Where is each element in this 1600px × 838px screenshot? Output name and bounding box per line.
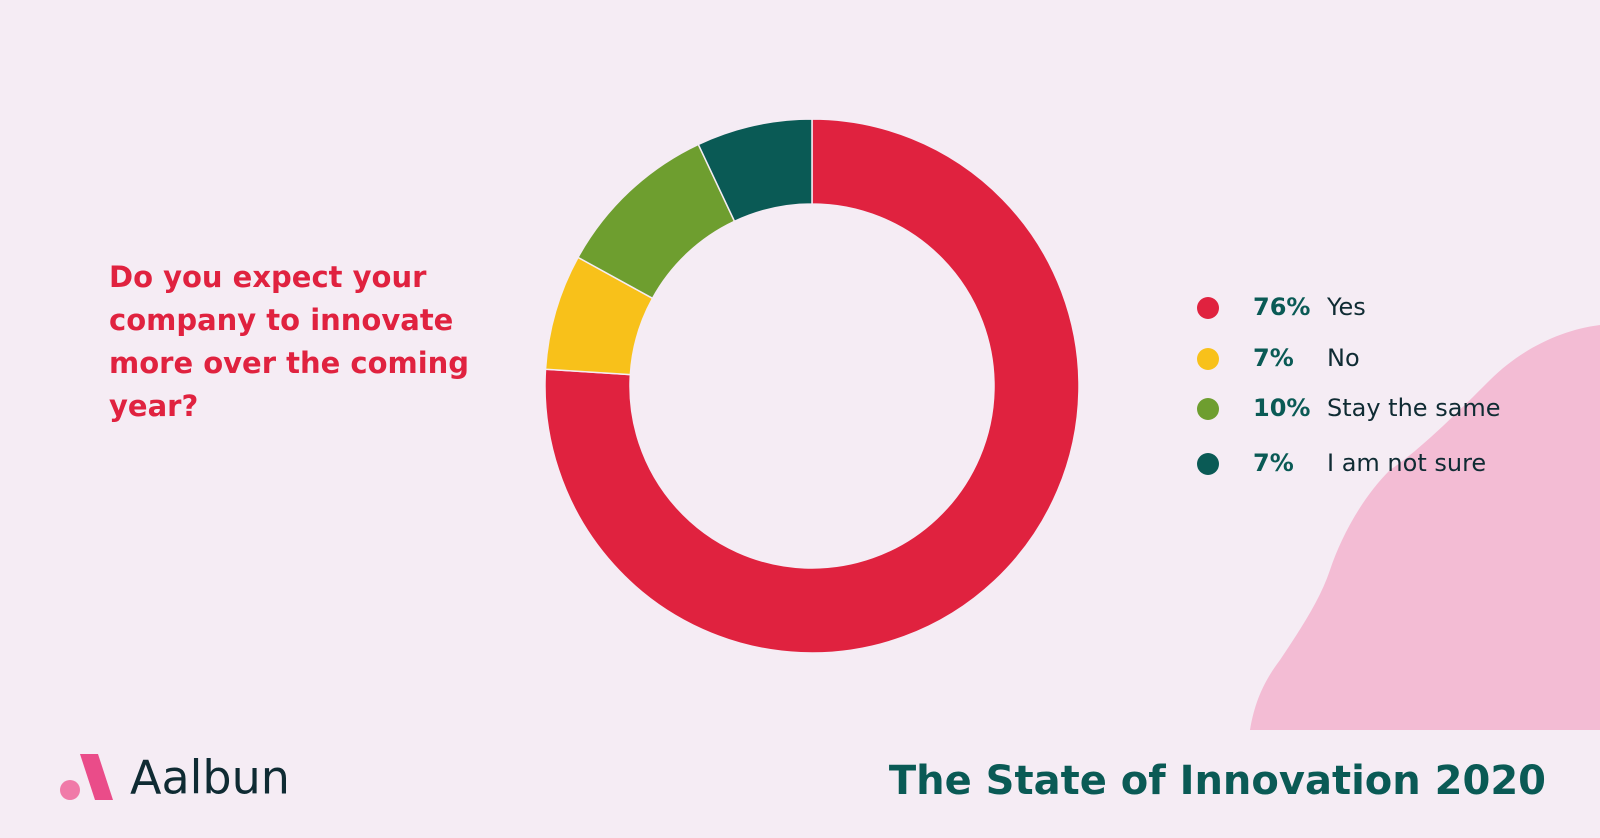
chart-title: Do you expect your company to innovate m…	[109, 260, 470, 423]
logo-dot	[60, 780, 80, 800]
brand: Aalbun	[130, 751, 290, 805]
logo-triangle	[80, 754, 113, 800]
legend-swatch	[1197, 453, 1219, 475]
slice	[697, 118, 813, 223]
legend-value: 7%	[1253, 344, 1294, 372]
legend-label: Yes	[1326, 293, 1366, 321]
legend-swatch	[1197, 348, 1219, 370]
legend-value: 7%	[1253, 449, 1294, 477]
report-title: The State of Innovation 2020	[889, 758, 1546, 804]
legend-label: No	[1327, 344, 1360, 372]
decorative-splotch	[1250, 325, 1600, 730]
legend-label: I am not sure	[1327, 449, 1486, 477]
legend-swatch	[1197, 398, 1219, 420]
legend-value: 76%	[1253, 293, 1310, 321]
legend-label: Stay the same	[1327, 394, 1501, 422]
slice	[544, 118, 1080, 654]
legend-swatch	[1197, 297, 1219, 319]
legend-value: 10%	[1253, 394, 1310, 422]
